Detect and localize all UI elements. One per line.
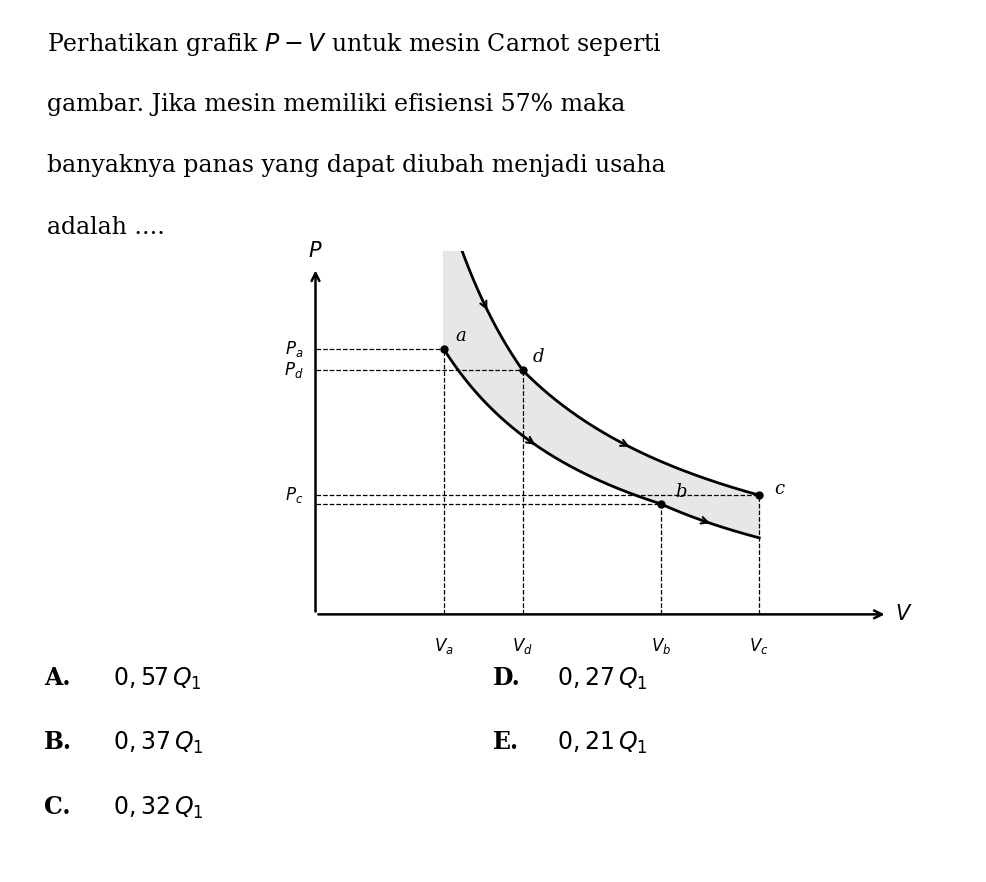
Text: $0,27\,Q_1$: $0,27\,Q_1$ <box>557 666 648 692</box>
Polygon shape <box>444 195 759 538</box>
Text: $P_c$: $P_c$ <box>285 485 304 505</box>
Text: b: b <box>675 483 687 501</box>
Text: banyaknya panas yang dapat diubah menjadi usaha: banyaknya panas yang dapat diubah menjad… <box>47 154 666 177</box>
Text: $0,37\,Q_1$: $0,37\,Q_1$ <box>113 730 204 757</box>
Text: C.: C. <box>44 795 71 818</box>
Text: $P_d$: $P_d$ <box>284 360 304 380</box>
Text: $P_a$: $P_a$ <box>285 339 304 359</box>
Text: Perhatikan grafik $P-V$ untuk mesin Carnot seperti: Perhatikan grafik $P-V$ untuk mesin Carn… <box>47 31 663 58</box>
Text: c: c <box>774 480 784 497</box>
Text: adalah ....: adalah .... <box>47 216 166 239</box>
Text: $P$: $P$ <box>309 241 322 261</box>
Text: a: a <box>456 326 466 345</box>
Text: $V$: $V$ <box>895 604 913 624</box>
Text: D.: D. <box>493 666 521 690</box>
Text: $V_a$: $V_a$ <box>434 636 454 656</box>
Text: $V_d$: $V_d$ <box>512 636 533 656</box>
Text: gambar. Jika mesin memiliki efisiensi 57% maka: gambar. Jika mesin memiliki efisiensi 57… <box>47 93 625 116</box>
Text: $V_c$: $V_c$ <box>749 636 769 656</box>
Text: $0,57\,Q_1$: $0,57\,Q_1$ <box>113 666 202 692</box>
Text: d: d <box>532 348 544 366</box>
Text: B.: B. <box>44 730 72 754</box>
Text: A.: A. <box>44 666 71 690</box>
Text: E.: E. <box>493 730 519 754</box>
Text: $V_b$: $V_b$ <box>651 636 670 656</box>
Text: $0,32\,Q_1$: $0,32\,Q_1$ <box>113 795 204 821</box>
Text: $0,21\,Q_1$: $0,21\,Q_1$ <box>557 730 648 757</box>
